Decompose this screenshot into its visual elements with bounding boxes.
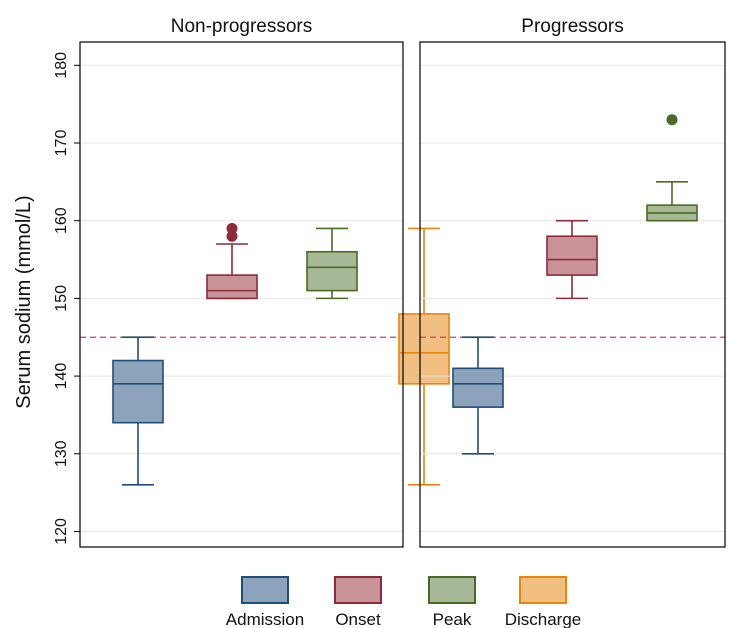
panel-title: Progressors (521, 16, 623, 37)
y-tick-label: 130 (53, 440, 70, 467)
legend-label-discharge: Discharge (505, 610, 582, 628)
legend: Admission Onset Peak Discharge (226, 576, 582, 628)
panel-title: Non-progressors (171, 16, 313, 37)
iqr-box (398, 313, 450, 385)
box-peak (646, 114, 698, 222)
legend-label-peak: Peak (433, 610, 472, 628)
panel-1: Progressors (419, 16, 726, 548)
y-tick-label: 150 (53, 285, 70, 312)
iqr-box (306, 250, 358, 292)
outlier-point (666, 114, 678, 126)
legend-swatch-admission (241, 576, 289, 604)
outlier-point (226, 222, 238, 234)
legend-swatch-onset (334, 576, 382, 604)
box-admission (112, 336, 164, 486)
iqr-box (206, 274, 258, 300)
y-tick-label: 180 (53, 52, 70, 79)
iqr-box (112, 359, 164, 424)
box-admission (452, 336, 504, 455)
y-tick-label: 170 (53, 130, 70, 157)
panel-0: Non-progressors (79, 16, 450, 548)
legend-swatch-peak (428, 576, 476, 604)
legend-label-admission: Admission (226, 610, 304, 628)
legend-swatch-discharge (519, 576, 567, 604)
box-onset (206, 222, 258, 300)
box-discharge (398, 227, 450, 486)
panel-frame (79, 41, 404, 548)
iqr-box (546, 235, 598, 276)
iqr-box (452, 367, 504, 408)
panel-frame (419, 41, 726, 548)
box-onset (546, 219, 598, 300)
y-tick-label: 160 (53, 207, 70, 234)
legend-label-onset: Onset (335, 610, 381, 628)
box-peak (306, 227, 358, 300)
y-axis-title: Serum sodium (mmol/L) (13, 195, 35, 408)
y-tick-label: 140 (53, 363, 70, 390)
y-tick-label: 120 (53, 518, 70, 545)
outlier-point (226, 230, 238, 242)
